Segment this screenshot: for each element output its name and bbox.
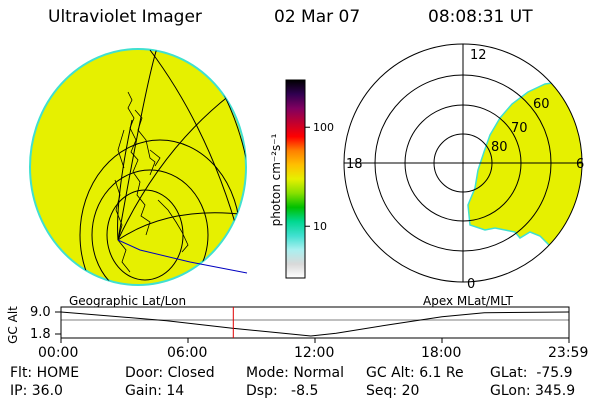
timeline-x-label-2359: 23:59: [548, 345, 589, 361]
status-glon-value: 345.9: [535, 383, 576, 399]
status-mode-label: Mode:: [246, 365, 289, 381]
status-dsp-label: Dsp:: [246, 383, 278, 399]
timeline-x-label-0600: 06:00: [167, 345, 208, 361]
status-door-value: Closed: [167, 365, 215, 381]
geo-panel-label: Geographic Lat/Lon: [69, 294, 187, 308]
status-door: Door: Closed: [125, 366, 215, 380]
date-label: 02 Mar 07: [274, 7, 361, 27]
status-ip: IP: 36.0: [10, 384, 63, 398]
geographic-image: [29, 48, 248, 286]
instrument-title: Ultraviolet Imager: [48, 7, 202, 27]
geo-disk: [29, 48, 247, 286]
status-seq-value: 20: [401, 383, 420, 399]
status-gain-label: Gain:: [125, 383, 162, 399]
timeline-y-ticks: [55, 311, 61, 335]
status-ip-value: 36.0: [31, 383, 63, 399]
status-door-label: Door:: [125, 365, 164, 381]
colorbar-unit-label: photon cm⁻²s⁻¹: [269, 133, 283, 226]
status-seq-label: Seq:: [366, 383, 398, 399]
timeline-frame: [60, 306, 570, 339]
altitude-timeline: [55, 306, 570, 343]
status-gain-value: 14: [166, 383, 185, 399]
status-gcalt: GC Alt: 6.1 Re: [366, 366, 464, 380]
time-label: 08:08:31 UT: [428, 7, 533, 27]
timeline-x-ticks: [60, 338, 570, 343]
colorbar-tick-label-1: 10: [313, 220, 327, 233]
geo-terminator-line: [117, 239, 248, 274]
status-mode: Mode: Normal: [246, 366, 344, 380]
lat-label-70: 70: [511, 121, 528, 136]
polar-labels: 12 18 6 0 60 70 80: [346, 48, 584, 292]
status-gcalt-label: GC Alt:: [366, 365, 415, 381]
geo-coastlines: [114, 91, 189, 273]
colorbar-scale: [285, 79, 306, 279]
altitude-curve: [60, 311, 569, 337]
status-mode-value: Normal: [293, 365, 344, 381]
status-glon-label: GLon:: [490, 383, 531, 399]
colorbar-ticks: 100 10: [305, 121, 334, 233]
lat-label-60: 60: [533, 97, 550, 112]
status-glat-value: -75.9: [536, 365, 573, 381]
status-dsp-value: -8.5: [291, 383, 319, 399]
status-gain: Gain: 14: [125, 384, 184, 398]
mlt-label-6: 6: [576, 157, 584, 172]
status-glon: GLon: 345.9: [490, 384, 575, 398]
mlt-label-18: 18: [346, 157, 363, 172]
timeline-y-tick-9: 9.0: [30, 305, 51, 320]
status-glat-label: GLat:: [490, 365, 528, 381]
polar-panel-label: Apex MLat/MLT: [423, 294, 513, 308]
mlt-label-0: 0: [467, 277, 475, 292]
polar-image: 12 18 6 0 60 70 80: [343, 43, 584, 292]
status-flt-value: HOME: [36, 365, 80, 381]
status-dsp: Dsp: -8.5: [246, 384, 318, 398]
timeline-x-label-1200: 12:00: [294, 345, 335, 361]
timeline-axis-title: GC Alt: [5, 306, 20, 344]
status-seq: Seq: 20: [366, 384, 419, 398]
colorbar: 100 10 photon cm⁻²s⁻¹: [269, 79, 334, 279]
polar-grid: [343, 43, 583, 283]
polar-aurora-region: [467, 81, 582, 255]
mlt-label-12: 12: [470, 48, 487, 63]
status-flt: Flt: HOME: [10, 366, 79, 380]
timeline-x-label-1800: 18:00: [421, 345, 462, 361]
lat-label-80: 80: [491, 140, 508, 155]
status-gcalt-value: 6.1 Re: [419, 365, 464, 381]
timeline-x-label-0000: 00:00: [38, 345, 79, 361]
colorbar-tick-label-0: 100: [313, 121, 334, 134]
timeline-y-tick-1: 1.8: [30, 327, 51, 342]
status-ip-label: IP:: [10, 383, 28, 399]
status-glat: GLat: -75.9: [490, 366, 573, 380]
status-flt-label: Flt:: [10, 365, 33, 381]
